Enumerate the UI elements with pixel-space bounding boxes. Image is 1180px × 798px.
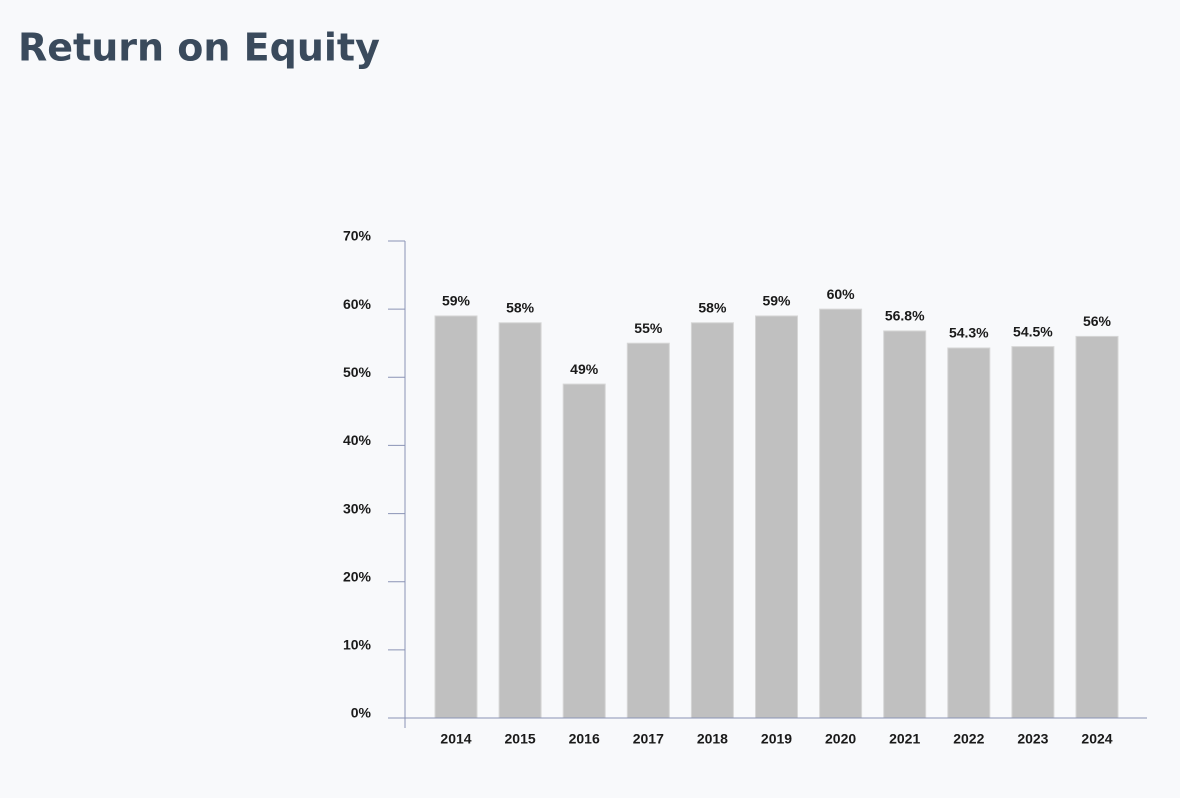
value-label: 59% xyxy=(762,293,791,309)
bar xyxy=(626,342,670,719)
value-label: 55% xyxy=(634,320,663,336)
y-tick-label: 30% xyxy=(343,500,372,516)
bar xyxy=(690,322,734,719)
value-label: 58% xyxy=(698,299,727,315)
bar xyxy=(947,347,991,719)
y-tick-label: 40% xyxy=(343,432,372,448)
bar xyxy=(1011,346,1055,719)
x-tick-label: 2020 xyxy=(825,731,856,747)
y-tick-label: 0% xyxy=(351,705,372,721)
x-tick-label: 2019 xyxy=(761,731,792,747)
x-tick-label: 2021 xyxy=(889,731,920,747)
x-tick-label: 2017 xyxy=(633,731,664,747)
chart-title: Return on Equity xyxy=(18,26,380,70)
value-label: 56.8% xyxy=(885,308,925,324)
value-label: 58% xyxy=(506,299,535,315)
value-label: 54.5% xyxy=(1013,323,1053,339)
x-tick-label: 2022 xyxy=(953,731,984,747)
bar xyxy=(1075,335,1119,719)
bar xyxy=(755,315,798,719)
bar xyxy=(819,308,863,719)
x-tick-label: 2015 xyxy=(505,731,536,747)
x-tick-label: 2014 xyxy=(440,731,471,747)
value-label: 54.3% xyxy=(949,325,989,341)
bar xyxy=(498,322,542,719)
bar xyxy=(434,315,478,719)
x-tick-label: 2016 xyxy=(569,731,600,747)
value-label: 56% xyxy=(1083,313,1112,329)
y-tick-label: 10% xyxy=(343,637,372,653)
y-tick-label: 60% xyxy=(343,296,372,312)
x-tick-label: 2024 xyxy=(1081,731,1112,747)
bar xyxy=(883,330,927,719)
value-label: 59% xyxy=(442,293,471,309)
y-tick-label: 20% xyxy=(343,568,372,584)
x-tick-label: 2023 xyxy=(1017,731,1048,747)
x-tick-label: 2018 xyxy=(697,731,728,747)
value-label: 49% xyxy=(570,361,599,377)
bar xyxy=(562,383,606,719)
value-label: 60% xyxy=(827,286,856,302)
y-tick-label: 70% xyxy=(343,228,372,244)
y-tick-label: 50% xyxy=(343,364,372,380)
